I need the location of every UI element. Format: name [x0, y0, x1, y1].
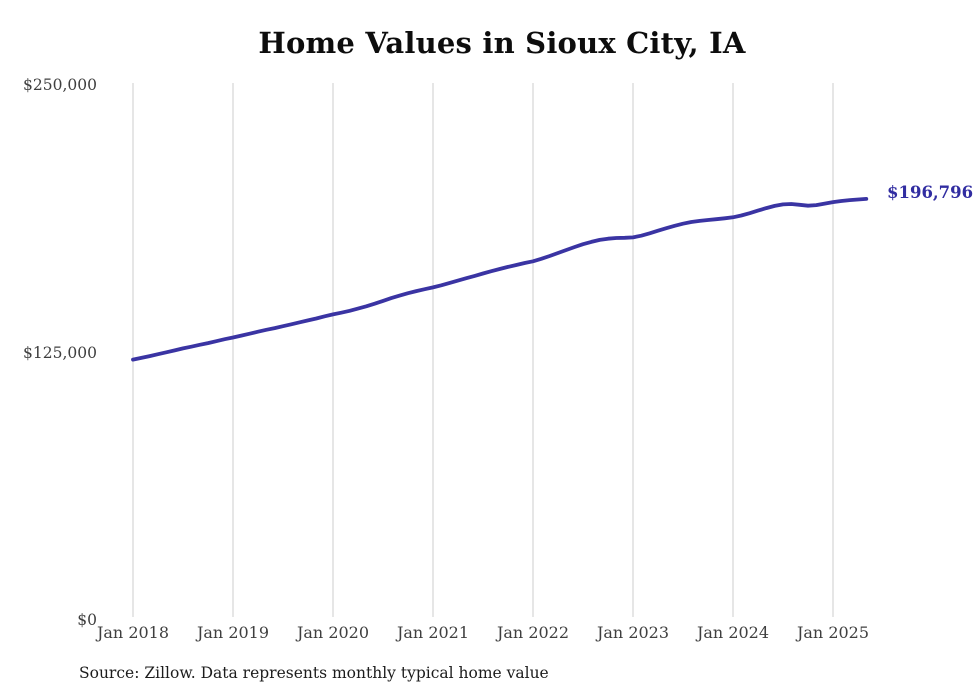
y-tick-label: $0	[77, 611, 97, 629]
y-tick-label: $250,000	[23, 76, 97, 94]
y-tick-label: $125,000	[23, 343, 97, 362]
x-tick-label: Jan 2025	[796, 623, 870, 642]
x-tick-label: Jan 2022	[496, 623, 570, 642]
x-tick-label: Jan 2020	[296, 623, 370, 642]
gridlines-group	[132, 83, 834, 617]
x-tick-label: Jan 2024	[696, 623, 770, 642]
x-tick-label: Jan 2021	[396, 623, 470, 642]
x-tick-label: Jan 2023	[596, 623, 670, 642]
chart-title: Home Values in Sioux City, IA	[258, 26, 746, 60]
source-note: Source: Zillow. Data represents monthly …	[79, 664, 549, 682]
x-tick-label: Jan 2019	[196, 623, 270, 642]
x-tick-label: Jan 2018	[96, 623, 170, 642]
home-value-line-series	[131, 196, 869, 362]
latest-value-label: $196,796	[887, 182, 974, 202]
